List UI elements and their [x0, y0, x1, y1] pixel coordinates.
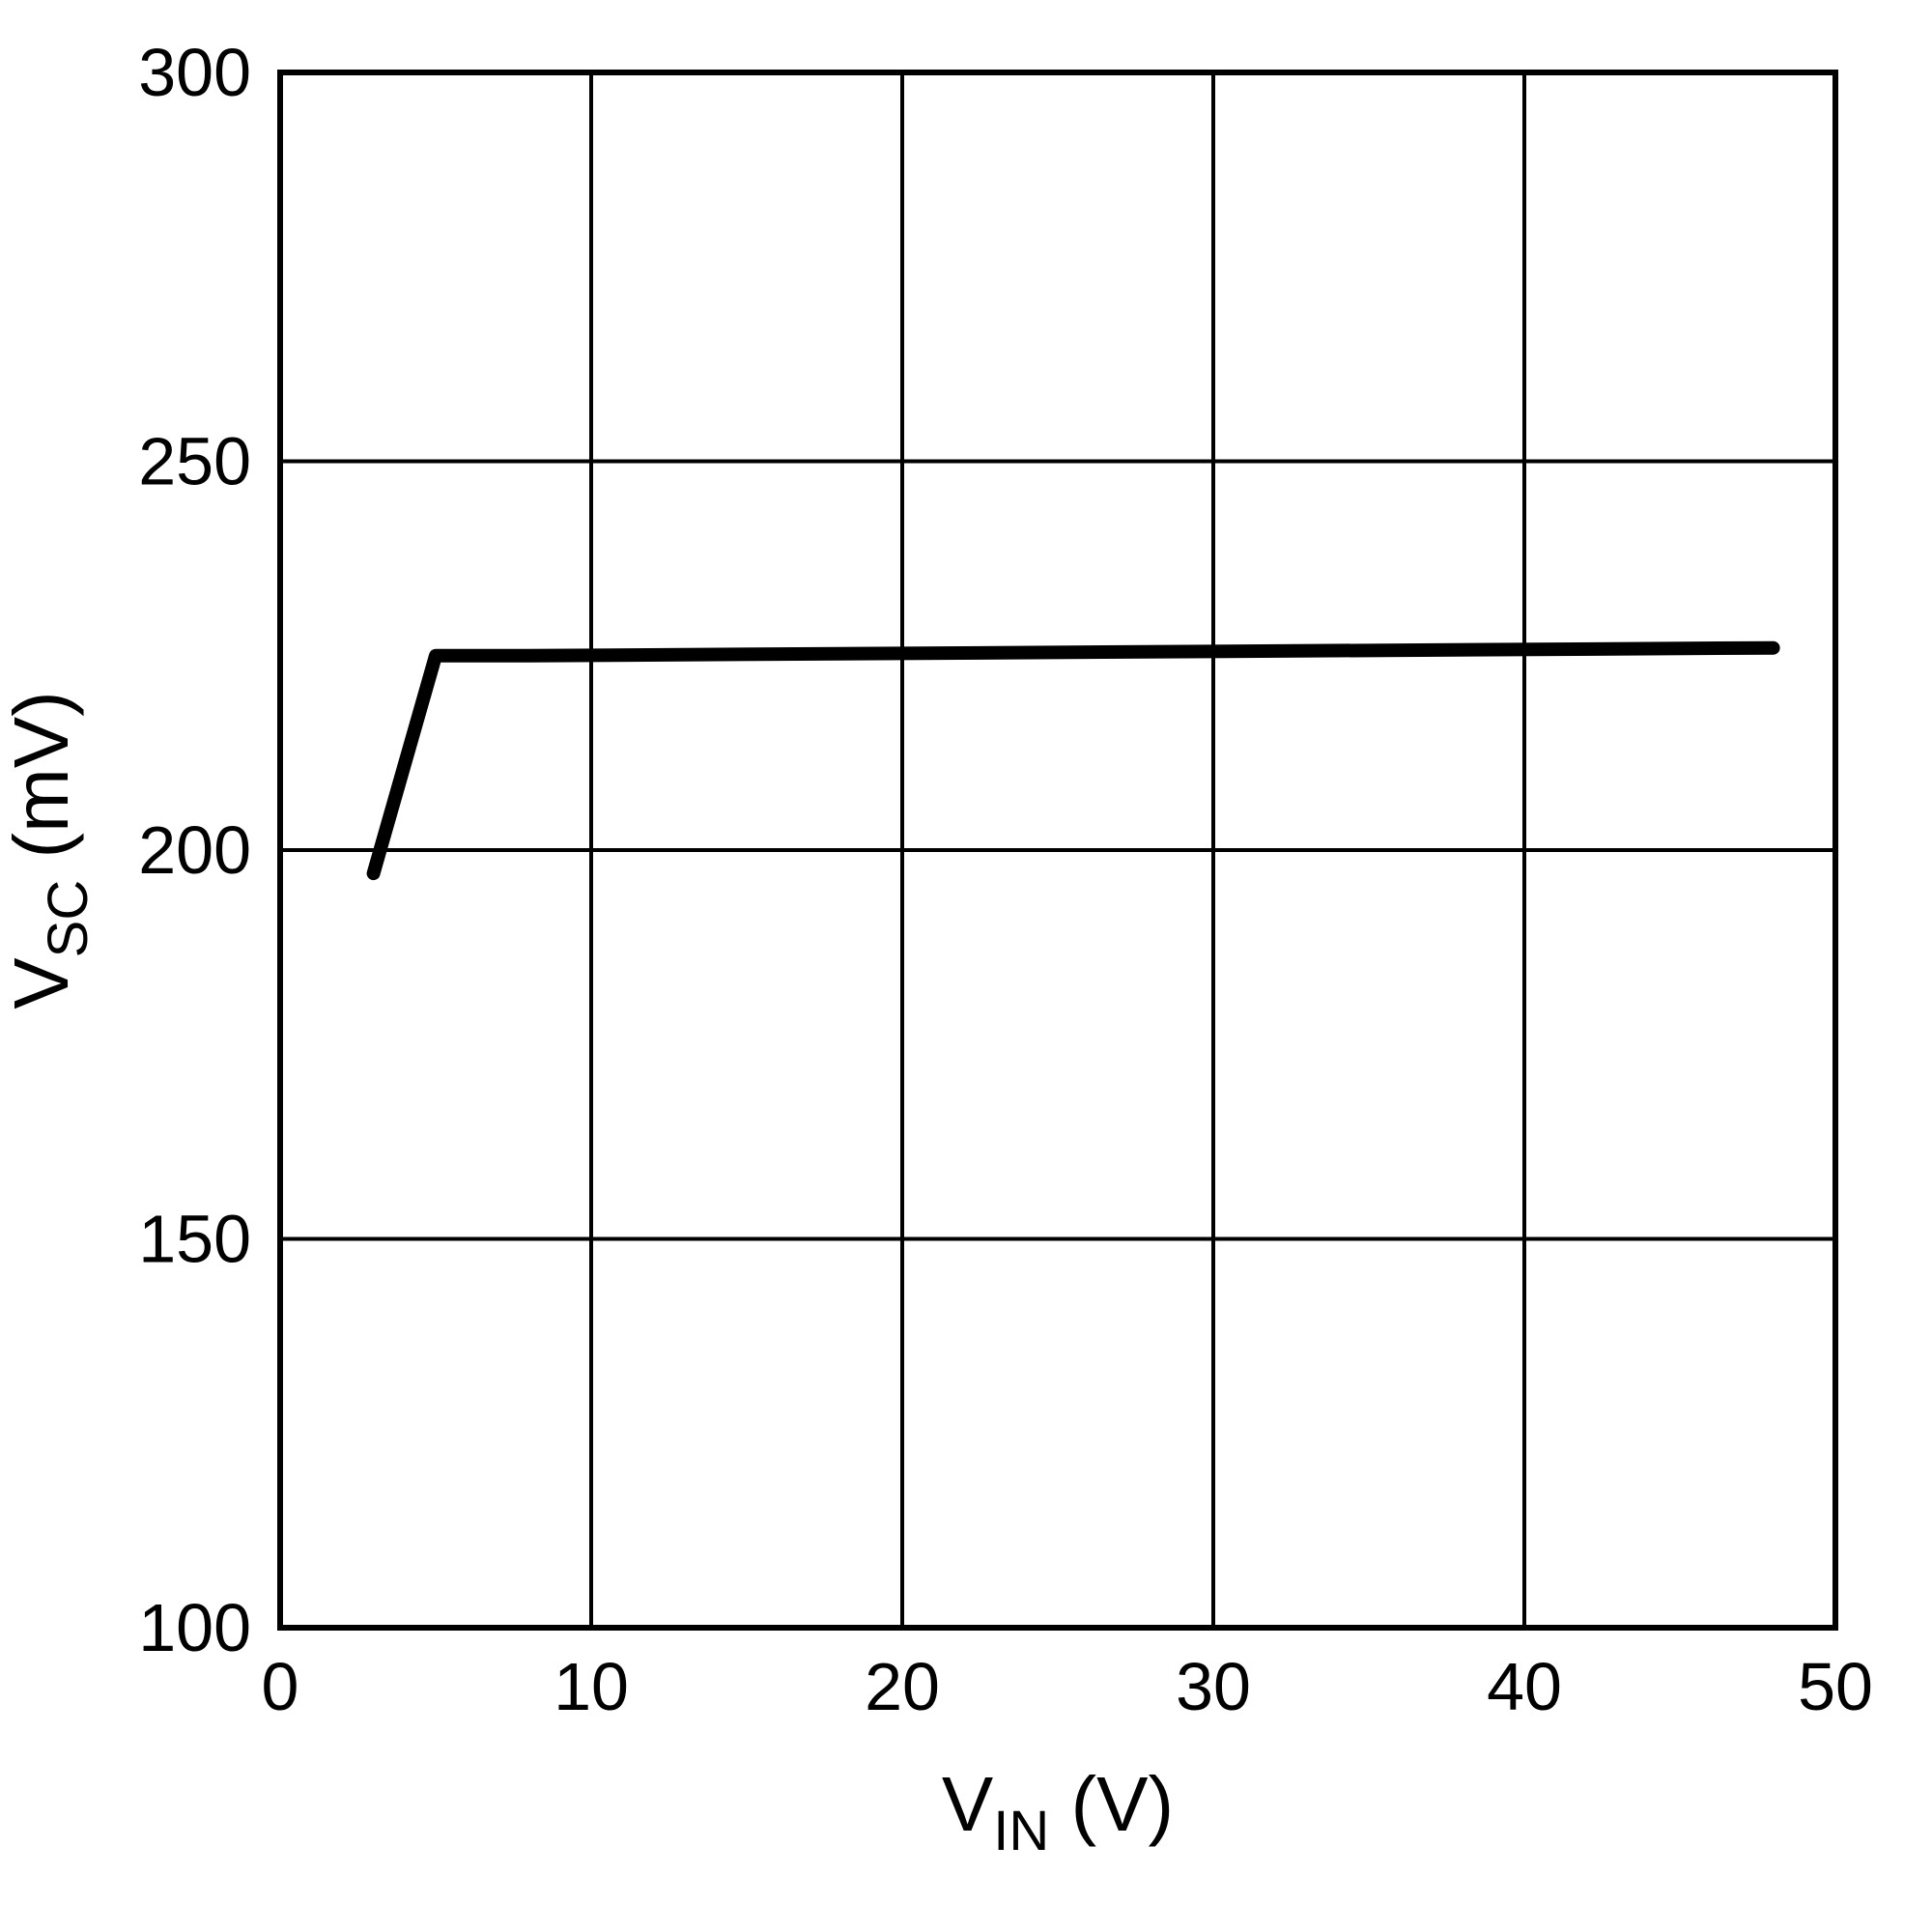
x-tick-label: 50 [1798, 1649, 1873, 1724]
y-tick-label: 300 [138, 35, 251, 110]
x-tick-label: 10 [554, 1649, 629, 1724]
y-tick-label: 150 [138, 1202, 251, 1277]
y-tick-label: 100 [138, 1590, 251, 1665]
x-tick-label: 20 [865, 1649, 940, 1724]
x-tick-label: 0 [262, 1649, 299, 1724]
y-tick-label: 200 [138, 812, 251, 888]
x-tick-label: 30 [1176, 1649, 1251, 1724]
y-tick-label: 250 [138, 424, 251, 499]
line-chart: 01020304050100150200250300VIN (V)VSC (mV… [0, 0, 1932, 1932]
x-tick-label: 40 [1487, 1649, 1562, 1724]
chart-container: 01020304050100150200250300VIN (V)VSC (mV… [0, 0, 1932, 1932]
